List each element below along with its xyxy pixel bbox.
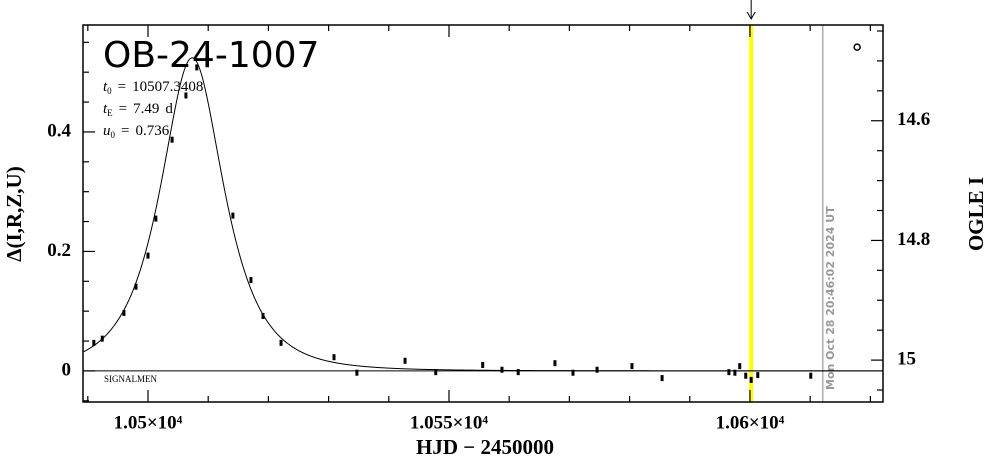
data-point	[660, 375, 664, 382]
chart-title: OB-24-1007	[103, 35, 319, 76]
time-label: Mon Oct 28 20:46:02 2024 UT	[824, 206, 837, 390]
y2-tick-label: 15	[897, 348, 916, 369]
param-sep: =	[118, 79, 126, 95]
data-point	[170, 136, 174, 143]
data-point	[231, 212, 235, 219]
x-tick-label: 1.05×10⁴	[114, 412, 183, 433]
param-sep: =	[121, 123, 129, 139]
model-curve	[83, 57, 883, 372]
data-point	[355, 369, 359, 376]
x-tick-label: 1.055×10⁴	[410, 412, 489, 433]
data-point	[403, 357, 407, 364]
data-point	[749, 376, 753, 383]
param-sub: 0	[111, 130, 116, 140]
data-point	[134, 283, 138, 290]
data-point	[184, 92, 188, 99]
y2-tick-label: 14.6	[897, 109, 930, 130]
y-tick-label: 0	[62, 359, 72, 380]
y-tick-label: 0.2	[47, 240, 71, 261]
data-point	[571, 369, 575, 376]
data-point	[595, 366, 599, 373]
param-value: 0.736	[135, 123, 169, 139]
model-param: t0 = 10507.3408	[103, 79, 203, 96]
data-point	[553, 360, 557, 367]
data-point	[92, 339, 96, 346]
param-symbol: u	[103, 123, 111, 139]
param-symbol: t	[103, 79, 108, 95]
y2-tick-label: 14.8	[897, 229, 930, 250]
x-tick-label: 1.06×10⁴	[716, 412, 785, 433]
y2-axis-label: OGLE I	[964, 177, 986, 251]
data-point	[154, 215, 158, 222]
annotation: SIGNALMEN	[104, 374, 157, 384]
param-unit: d	[165, 101, 173, 117]
param-sep: =	[119, 101, 127, 117]
data-point	[756, 372, 760, 379]
open-marker	[853, 43, 861, 51]
model-param: u0 = 0.736	[103, 123, 170, 140]
data-point	[249, 277, 253, 284]
param-sub: 0	[107, 86, 112, 96]
data-point	[434, 369, 438, 376]
data-point	[744, 372, 748, 379]
data-point	[738, 363, 742, 370]
data-point	[500, 366, 504, 373]
param-value: 10507.3408	[132, 79, 203, 95]
data-point	[195, 64, 199, 71]
y-tick-label: 0.4	[47, 120, 71, 141]
data-point	[146, 252, 150, 259]
param-value: 7.49	[133, 101, 159, 117]
data-point	[481, 361, 485, 368]
data-point	[516, 369, 520, 376]
param-symbol: t	[103, 101, 108, 117]
data-point	[122, 309, 126, 316]
arrow-head	[746, 11, 756, 21]
param-sub: E	[107, 108, 113, 118]
x-axis-label: HJD − 2450000	[416, 435, 554, 459]
data-point	[332, 354, 336, 361]
model-param: tE = 7.49 d	[103, 101, 173, 118]
y-axis-label: Δ(I,R,Z,U)	[2, 166, 26, 261]
data-point	[727, 369, 731, 376]
data-point	[809, 372, 813, 379]
data-point	[733, 369, 737, 376]
data-point	[279, 339, 283, 346]
data-point	[630, 363, 634, 370]
data-point	[100, 335, 104, 342]
data-point	[261, 312, 265, 319]
plot-frame	[82, 24, 884, 403]
